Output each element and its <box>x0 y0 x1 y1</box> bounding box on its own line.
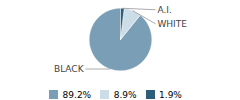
html-text:1.9%: 1.9% <box>159 89 182 100</box>
html-text:8.9%: 8.9% <box>113 89 137 100</box>
svg-text:A.I.: A.I. <box>157 5 171 15</box>
svg-text:WHITE: WHITE <box>157 19 187 29</box>
html-text:89.2%: 89.2% <box>62 89 92 100</box>
svg-text:BLACK: BLACK <box>54 64 85 74</box>
